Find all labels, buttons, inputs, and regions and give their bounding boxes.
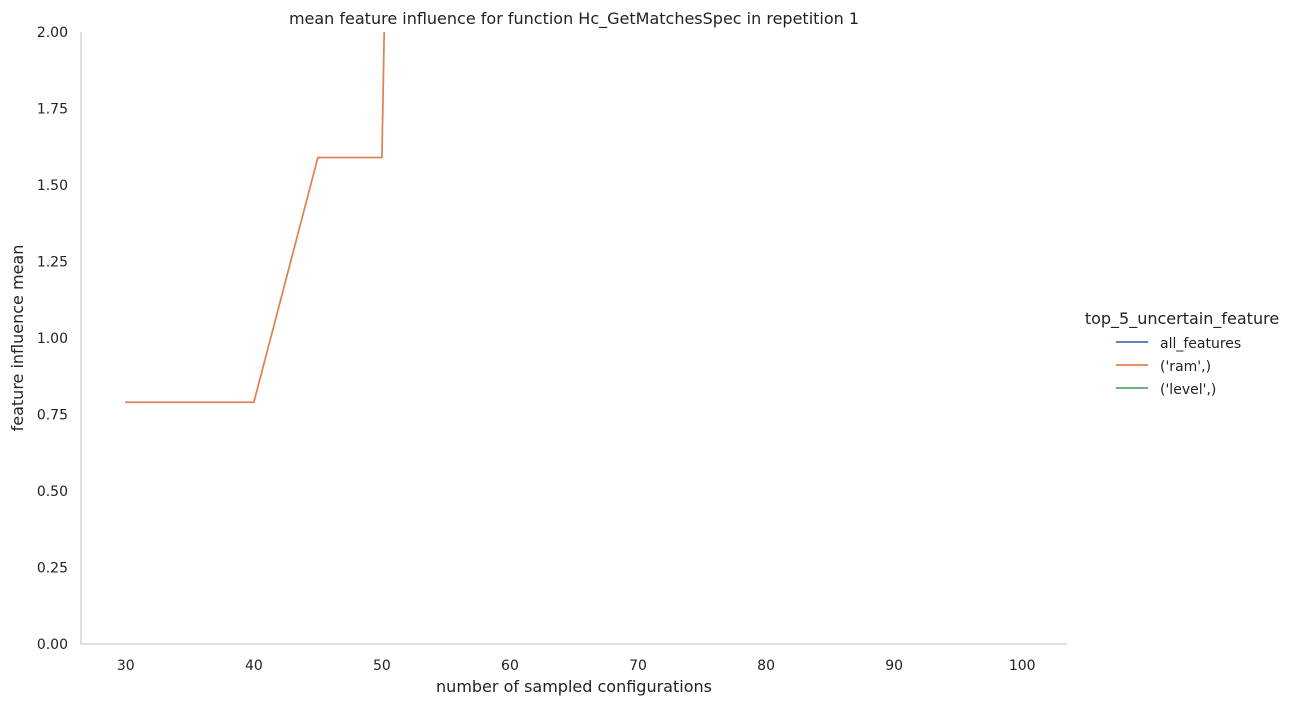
- series-line: [124, 32, 386, 404]
- legend: top_5_uncertain_feature all_features ('ra…: [1085, 309, 1279, 398]
- y-tick-label: 0.25: [37, 561, 68, 577]
- legend-entry: all_features: [1160, 336, 1241, 352]
- y-tick-label: 1.50: [37, 178, 68, 194]
- legend-title: top_5_uncertain_feature: [1085, 309, 1279, 329]
- x-tick-label: 80: [757, 658, 775, 674]
- x-tick-label: 70: [629, 658, 647, 674]
- y-tick-label: 0.75: [37, 408, 68, 424]
- legend-entry: ('level',): [1160, 382, 1216, 398]
- y-tick-label: 1.00: [37, 331, 68, 347]
- y-tick-label: 1.75: [37, 102, 68, 118]
- x-tick-label: 30: [117, 658, 135, 674]
- y-tick-label: 0.50: [37, 484, 68, 500]
- y-tick-label: 1.25: [37, 255, 68, 271]
- x-tick-labels: 30 40 50 60 70 80 90 100: [117, 658, 1036, 674]
- y-tick-label: 0.00: [37, 637, 68, 653]
- series-layer: [124, 32, 386, 404]
- y-tick-labels: 0.00 0.25 0.50 0.75 1.00 1.25 1.50 1.75 2.00: [37, 25, 68, 653]
- x-tick-label: 40: [245, 658, 263, 674]
- y-tick-label: 2.00: [37, 25, 68, 41]
- x-tick-label: 100: [1009, 658, 1036, 674]
- x-tick-label: 50: [373, 658, 391, 674]
- x-axis-label: number of sampled configurations: [436, 677, 712, 696]
- x-tick-label: 60: [501, 658, 519, 674]
- x-tick-label: 90: [885, 658, 903, 674]
- y-axis-label: feature influence mean: [8, 245, 27, 432]
- chart-title: mean feature influence for function Hc_G…: [289, 9, 859, 29]
- legend-entry: ('ram',): [1160, 359, 1211, 375]
